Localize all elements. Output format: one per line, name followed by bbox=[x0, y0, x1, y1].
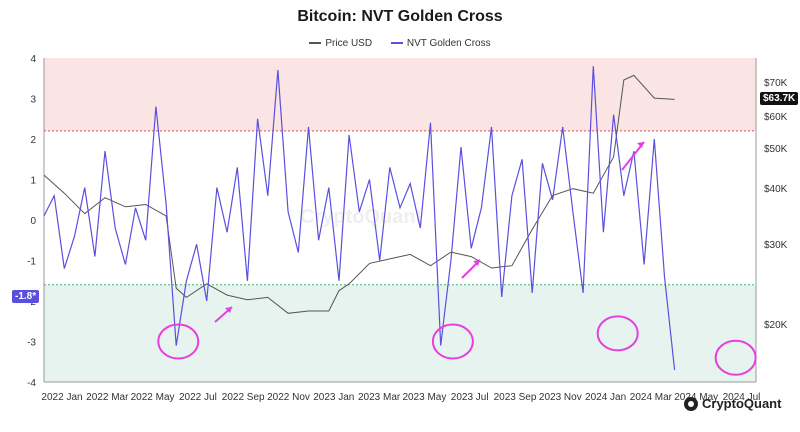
cryptoquant-logo-icon bbox=[684, 396, 698, 411]
upper-zone bbox=[44, 58, 756, 131]
y-right-tick: $70K bbox=[764, 78, 788, 89]
x-tick: 2023 Jul bbox=[451, 392, 489, 403]
cryptoquant-logo-text: CryptoQuant bbox=[702, 396, 782, 411]
x-tick: 2024 Jul bbox=[723, 392, 761, 403]
highlight-circle bbox=[714, 339, 757, 376]
annotation-arrow bbox=[621, 141, 645, 171]
series-line-nvt bbox=[43, 66, 676, 370]
y-left-tick: -1 bbox=[27, 257, 36, 268]
x-tick: 2023 Sep bbox=[494, 392, 537, 403]
y-left-tick: -4 bbox=[27, 378, 36, 389]
legend-swatch-nvt bbox=[390, 42, 403, 44]
x-tick: 2022 Sep bbox=[222, 392, 265, 403]
current-nvt-badge: -1.8* bbox=[12, 290, 40, 303]
y-right-tick: $50K bbox=[764, 144, 788, 155]
legend-item-nvt[interactable]: NVT Golden Cross bbox=[390, 37, 491, 49]
chart-title: Bitcoin: NVT Golden Cross bbox=[297, 8, 503, 25]
highlight-circle bbox=[596, 315, 639, 352]
x-tick: 2024 Mar bbox=[630, 392, 673, 403]
x-tick: 2022 Nov bbox=[267, 392, 310, 403]
x-tick: 2022 Jan bbox=[41, 392, 82, 403]
highlight-circle bbox=[157, 323, 200, 360]
y-left-tick: 2 bbox=[30, 135, 36, 146]
y-left-tick: 0 bbox=[30, 216, 36, 227]
watermark-text: CryptoQuant bbox=[300, 206, 423, 228]
y-right-tick: $40K bbox=[764, 184, 788, 195]
annotation-arrowhead bbox=[473, 260, 480, 266]
current-price-badge: $63.7K bbox=[760, 92, 799, 105]
y-right-tick: $60K bbox=[764, 112, 788, 123]
y-right-tick: $20K bbox=[764, 320, 788, 331]
legend-item-price[interactable]: Price USD bbox=[309, 38, 372, 49]
x-tick: 2022 Jul bbox=[179, 392, 217, 403]
x-tick: 2024 May bbox=[674, 392, 718, 403]
x-tick: 2023 Mar bbox=[358, 392, 401, 403]
x-tick: 2022 Mar bbox=[86, 392, 129, 403]
annotation-arrowhead bbox=[225, 307, 232, 313]
legend-swatch-price bbox=[309, 42, 322, 44]
y-left-tick: 3 bbox=[30, 95, 36, 106]
y-left-tick: 1 bbox=[30, 176, 36, 187]
y-left-tick: 4 bbox=[30, 54, 36, 65]
lower-zone bbox=[44, 284, 756, 382]
x-tick: 2022 May bbox=[131, 392, 175, 403]
annotation-arrowhead bbox=[637, 142, 644, 148]
highlight-circle bbox=[431, 323, 474, 360]
y-right-tick: $30K bbox=[764, 240, 788, 251]
cryptoquant-logo: CryptoQuant bbox=[684, 396, 781, 411]
legend-label-price: Price USD bbox=[325, 37, 373, 49]
x-tick: 2023 May bbox=[402, 392, 446, 403]
series-line-price bbox=[43, 74, 675, 314]
x-tick: 2023 Nov bbox=[539, 392, 582, 403]
legend-label-nvt: NVT Golden Cross bbox=[406, 37, 491, 49]
x-tick: 2024 Jan bbox=[585, 392, 626, 403]
chart-legend: Price USD NVT Golden Cross bbox=[0, 36, 800, 49]
y-left-tick: -3 bbox=[27, 338, 36, 349]
x-tick: 2023 Jan bbox=[313, 392, 354, 403]
